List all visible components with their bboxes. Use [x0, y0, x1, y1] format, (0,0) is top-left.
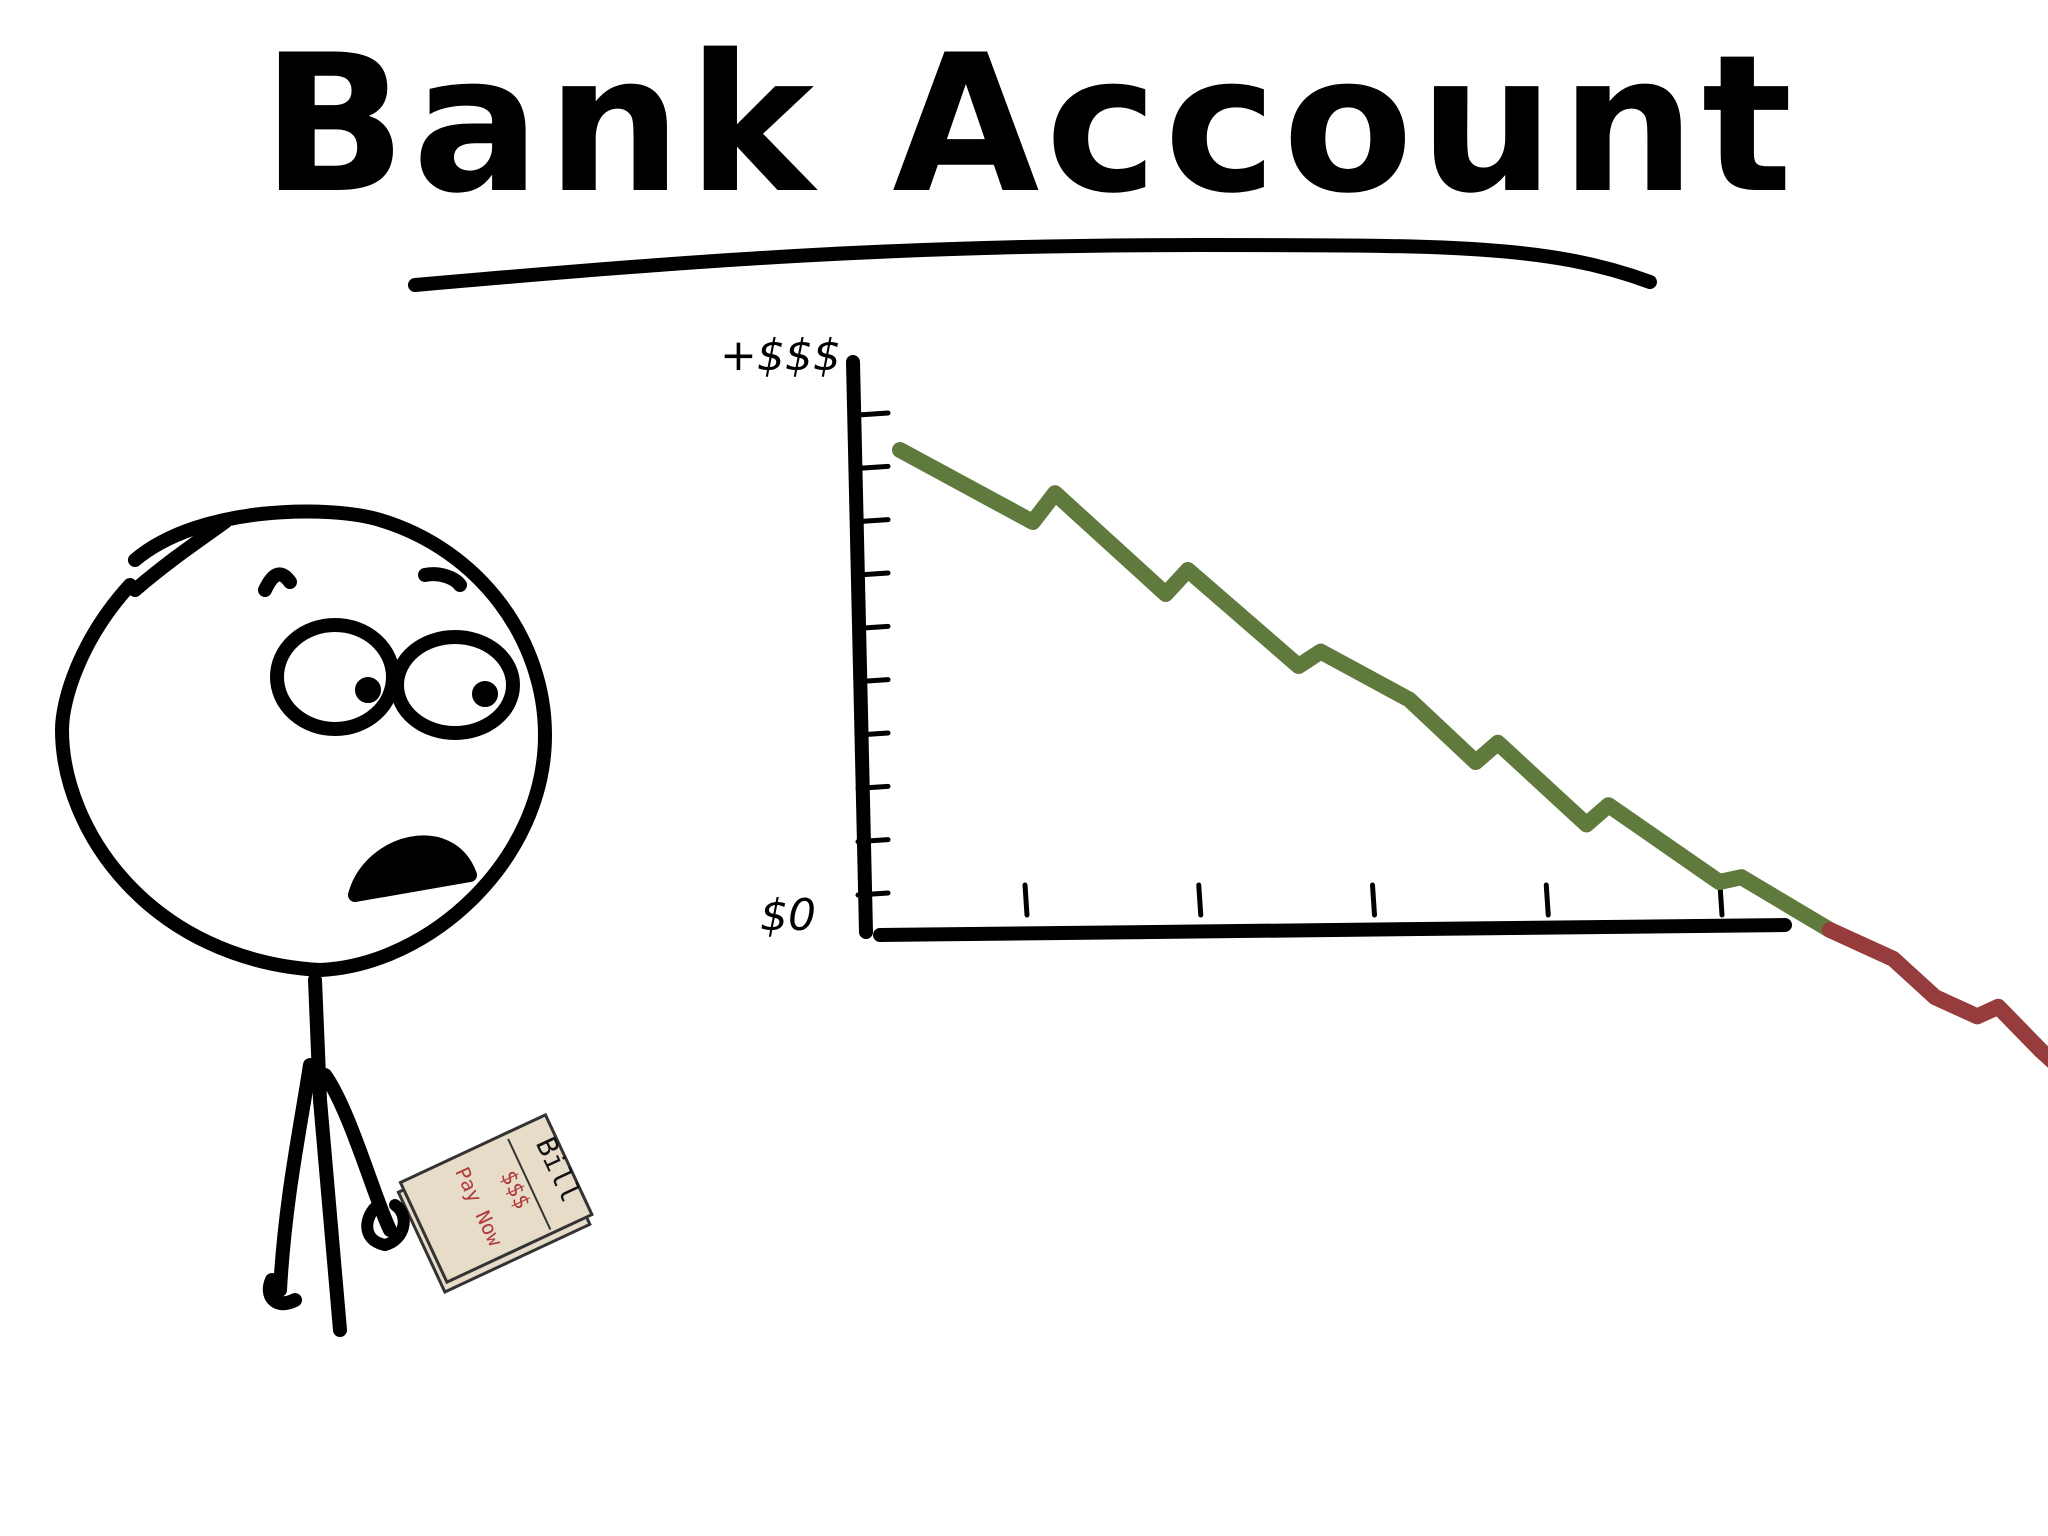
y-axis-top-label: +$$$ — [720, 330, 841, 381]
pupil-right — [472, 681, 498, 707]
y-tick — [855, 623, 891, 631]
y-tick — [855, 570, 891, 578]
y-tick — [855, 783, 891, 791]
y-tick — [855, 677, 891, 685]
neck-body — [308, 973, 347, 1337]
eyebrow-right — [418, 567, 467, 592]
title-group: Bank Account — [262, 14, 1799, 292]
hand-right — [361, 1199, 410, 1252]
bank-account-chart: +$$$ $0 — [720, 330, 2048, 1068]
y-axis-ticks — [855, 410, 891, 898]
bill-divider — [507, 1138, 552, 1230]
y-tick — [855, 410, 891, 418]
page-title: Bank Account — [262, 14, 1799, 235]
mouth — [348, 835, 477, 902]
y-tick — [855, 517, 891, 525]
title-underline — [408, 237, 1657, 292]
y-axis — [846, 355, 873, 939]
y-tick — [855, 730, 891, 738]
y-tick — [855, 463, 891, 471]
series-balance — [892, 442, 2048, 1068]
eye-left — [270, 618, 400, 736]
y-tick — [855, 837, 891, 845]
x-axis — [873, 918, 1792, 942]
x-axis-ticks — [1022, 882, 1725, 918]
hair-left — [128, 515, 232, 597]
eye-right — [390, 630, 520, 740]
stick-figure — [55, 504, 552, 1337]
series-line-positive — [892, 442, 1838, 938]
series-line-negative — [1822, 922, 2048, 1068]
eyebrow-left — [258, 567, 297, 597]
y-tick — [855, 890, 891, 898]
head — [55, 504, 552, 977]
bill-papers: Bill $$$ Pay Now — [396, 1112, 594, 1294]
y-axis-zero-label: $0 — [760, 890, 816, 941]
arm-right — [318, 1068, 397, 1237]
hand-left — [262, 1273, 302, 1311]
x-tick — [1717, 882, 1725, 918]
x-tick — [1022, 882, 1030, 918]
arm-left — [273, 1058, 317, 1297]
bill-paper-front — [398, 1112, 594, 1285]
x-tick — [1196, 882, 1204, 918]
pupil-left — [355, 677, 381, 703]
x-tick — [1370, 882, 1377, 918]
x-tick — [1543, 882, 1551, 918]
